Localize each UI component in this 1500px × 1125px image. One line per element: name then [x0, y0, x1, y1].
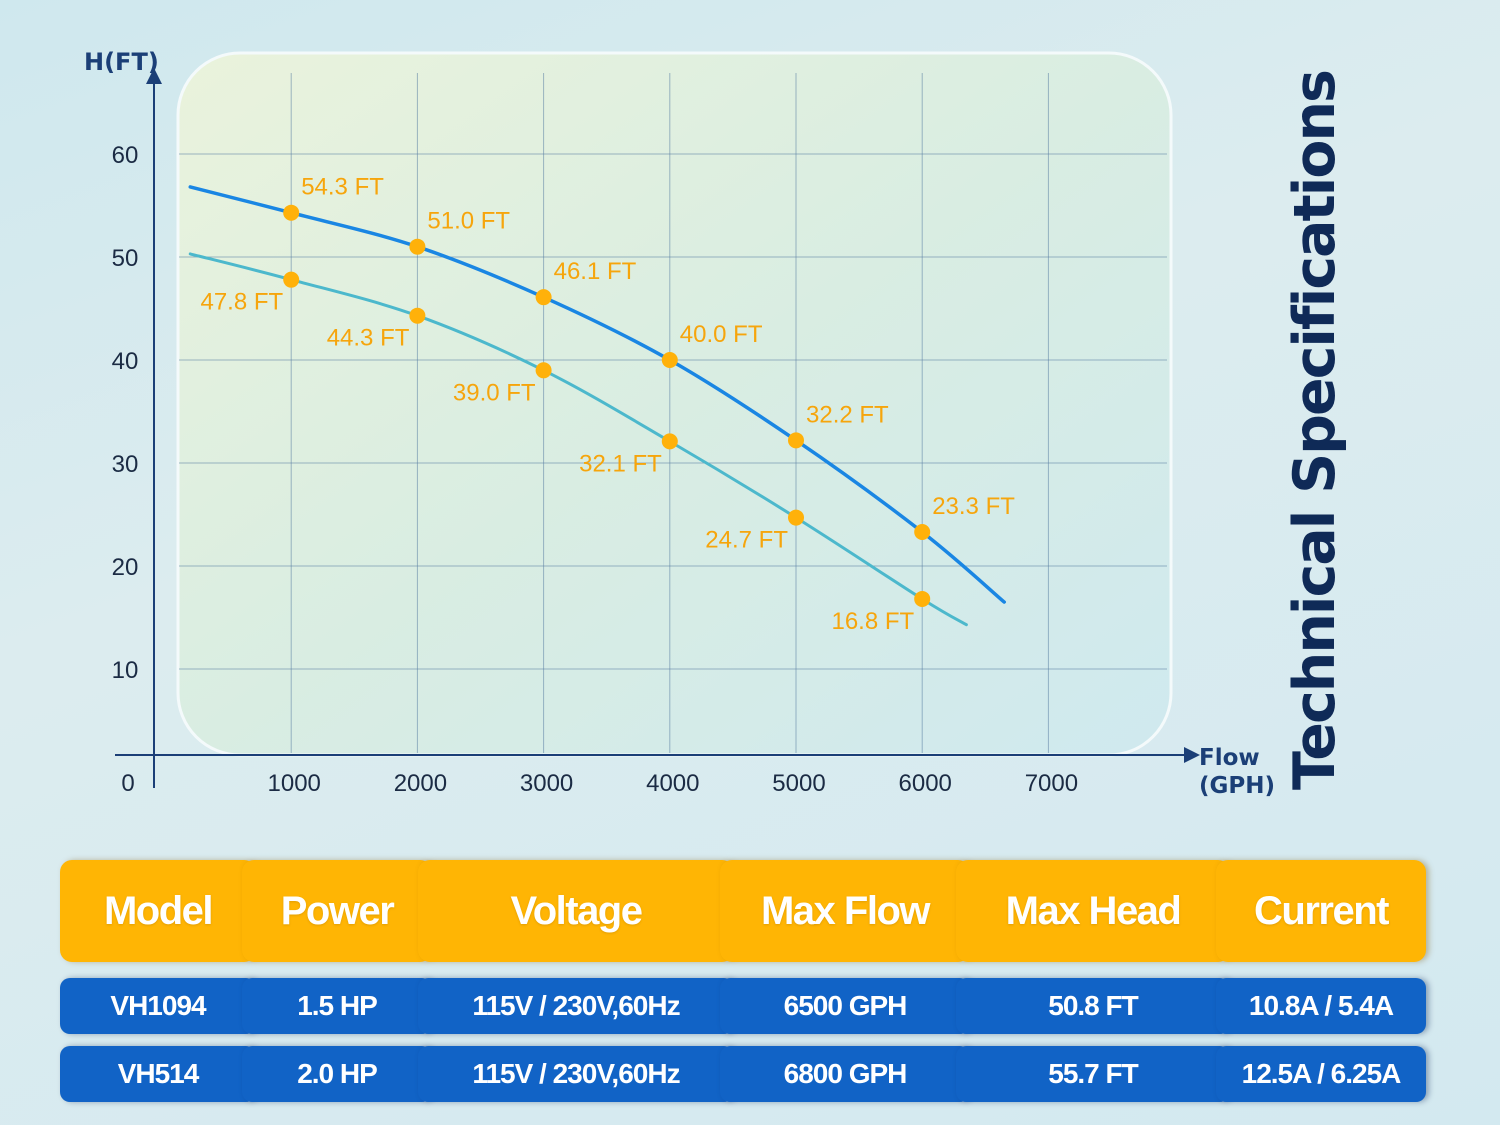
cell-model: VH1094 [60, 978, 256, 1034]
cell-current: 12.5A / 6.25A [1216, 1046, 1426, 1102]
origin-label: 0 [121, 770, 134, 797]
chart-ticks: 1000 2000 3000 4000 5000 6000 7000 10 20 30 40 50 60 [112, 142, 1078, 797]
cell-voltage: 115V / 230V,60Hz [418, 978, 734, 1034]
header-model: Model [60, 860, 256, 962]
cell-voltage: 115V / 230V,60Hz [418, 1046, 734, 1102]
x-tick-label: 1000 [268, 770, 321, 797]
pump-curve-chart: 1000 2000 3000 4000 5000 6000 7000 10 20 30 40 50 60… [84, 48, 1275, 799]
series-2-data-label: 39.0 FT [453, 379, 536, 406]
chart-panel [176, 51, 1173, 757]
series-2-point [914, 590, 931, 607]
y-tick-label: 40 [112, 348, 139, 375]
series-1-point [535, 289, 552, 306]
series-2-data-label: 32.1 FT [579, 450, 662, 477]
cell-max-head: 55.7 FT [956, 1046, 1230, 1102]
x-tick-label: 4000 [646, 770, 699, 797]
cell-power: 2.0 HP [242, 1046, 432, 1102]
table-header-row: Model Power Voltage Max Flow Max Head Cu… [60, 860, 1440, 962]
cell-max-flow: 6800 GPH [720, 1046, 970, 1102]
header-power: Power [242, 860, 432, 962]
y-tick-label: 10 [112, 657, 139, 684]
y-tick-label: 30 [112, 451, 139, 478]
series-2-data-label: 16.8 FT [831, 608, 914, 635]
series-2-point [409, 307, 426, 324]
header-voltage: Voltage [418, 860, 734, 962]
y-tick-label: 20 [112, 554, 139, 581]
series-1-data-label: 51.0 FT [427, 208, 510, 235]
series-1-line [188, 185, 1006, 604]
series-1-data-label: 32.2 FT [806, 401, 889, 428]
series-1-data-label: 54.3 FT [301, 174, 384, 201]
chart-grid [179, 73, 1167, 753]
series-1-point [788, 432, 804, 449]
chart-points: 54.3 FT 51.0 FT 46.1 FT 40.0 FT 32.2 FT 23.3 … [200, 174, 1015, 635]
series-2-point [535, 362, 552, 379]
x-axis-label-line1: Flow [1199, 745, 1260, 771]
table-row: VH514 2.0 HP 115V / 230V,60Hz 6800 GPH 5… [60, 1046, 1440, 1102]
series-2-data-label: 44.3 FT [327, 325, 410, 352]
series-2-point [788, 509, 804, 526]
series-1-point [409, 238, 426, 255]
series-1-point [283, 204, 300, 221]
x-tick-label: 3000 [520, 770, 573, 797]
series-2-point [661, 433, 678, 450]
cell-max-flow: 6500 GPH [720, 978, 970, 1034]
series-2-data-label: 47.8 FT [200, 289, 283, 316]
technical-specifications-title: Technical Specifications [1282, 71, 1348, 790]
chart-curves [188, 185, 1006, 627]
y-axis-label: H(FT) [84, 48, 159, 76]
cell-max-head: 50.8 FT [956, 978, 1230, 1034]
x-tick-label: 6000 [899, 770, 952, 797]
header-max-flow: Max Flow [720, 860, 970, 962]
cell-current: 10.8A / 5.4A [1216, 978, 1426, 1034]
header-max-head: Max Head [956, 860, 1230, 962]
header-current: Current [1216, 860, 1426, 962]
series-1-point [661, 352, 678, 368]
y-tick-label: 60 [112, 142, 139, 169]
series-2-point [283, 271, 300, 288]
y-tick-label: 50 [112, 245, 139, 272]
series-2-data-label: 24.7 FT [705, 527, 788, 554]
chart-axes [115, 68, 1200, 788]
series-1-data-label: 40.0 FT [680, 321, 763, 348]
series-1-data-label: 46.1 FT [554, 258, 637, 285]
cell-model: VH514 [60, 1046, 256, 1102]
series-1-point [914, 524, 931, 541]
x-tick-label: 2000 [394, 770, 447, 797]
series-1-data-label: 23.3 FT [932, 493, 1015, 520]
cell-power: 1.5 HP [242, 978, 432, 1034]
x-tick-label: 7000 [1025, 770, 1078, 797]
table-row: VH1094 1.5 HP 115V / 230V,60Hz 6500 GPH … [60, 978, 1440, 1034]
series-2-line [188, 252, 968, 627]
x-tick-label: 5000 [772, 770, 825, 797]
x-axis-label-line2: (GPH) [1199, 773, 1275, 799]
